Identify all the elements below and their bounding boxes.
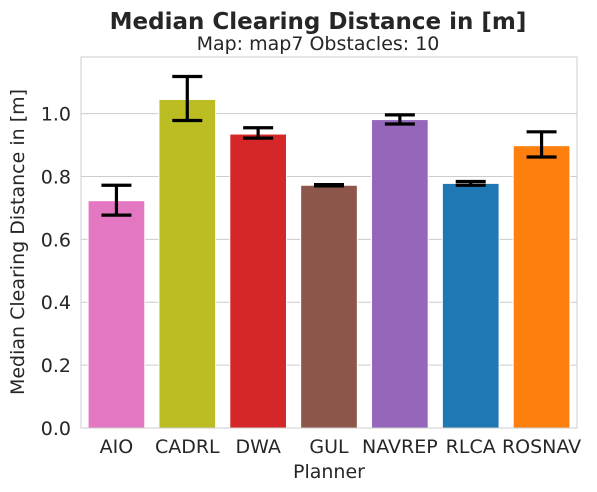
x-axis-label: Planner [293, 461, 365, 483]
chart-subtitle: Map: map7 Obstacles: 10 [197, 33, 440, 55]
x-tick-label: CADRL [155, 436, 220, 458]
error-bar-gul [314, 183, 344, 188]
bar-aio [87, 200, 146, 429]
chart-title: Median Clearing Distance in [m] [110, 9, 527, 35]
y-tick-label: 0.2 [41, 355, 71, 377]
y-axis-label: Median Clearing Distance in [m] [7, 89, 29, 395]
error-bar-rosnav [526, 130, 557, 159]
error-bar-navrep [384, 113, 415, 126]
x-tick-label: NAVREP [362, 436, 438, 458]
bar-gul [300, 184, 358, 429]
error-bars [101, 74, 557, 217]
plot-frame [80, 56, 578, 429]
y-tick-label: 1.0 [41, 104, 71, 126]
y-tick-label: 0.0 [41, 418, 71, 440]
x-tick-label: ROSNAV [502, 436, 581, 458]
error-bar-dwa [243, 126, 274, 140]
error-bar-rlca [455, 179, 486, 187]
x-tick-labels: AIO CADRL DWA GUL NAVREP RLCA ROSNAV [100, 436, 582, 458]
bars [87, 98, 571, 429]
y-tick-label: 0.6 [41, 229, 71, 251]
y-tick-label: 0.4 [41, 292, 71, 314]
bar-navrep [371, 119, 429, 429]
x-tick-label: AIO [100, 436, 134, 458]
x-tick-label: DWA [235, 436, 280, 458]
error-bar-cadrl [172, 74, 203, 123]
x-tick-label: RLCA [446, 436, 496, 458]
bar-dwa [229, 133, 287, 429]
y-tick-labels: 0.0 0.2 0.4 0.6 0.8 1.0 [41, 104, 71, 440]
y-tick-label: 0.8 [41, 166, 71, 188]
error-bar-aio [101, 183, 132, 217]
bar-rosnav [512, 145, 571, 429]
x-tick-label: GUL [309, 436, 349, 458]
bar-rlca [441, 182, 500, 429]
bar-cadrl [158, 98, 217, 429]
